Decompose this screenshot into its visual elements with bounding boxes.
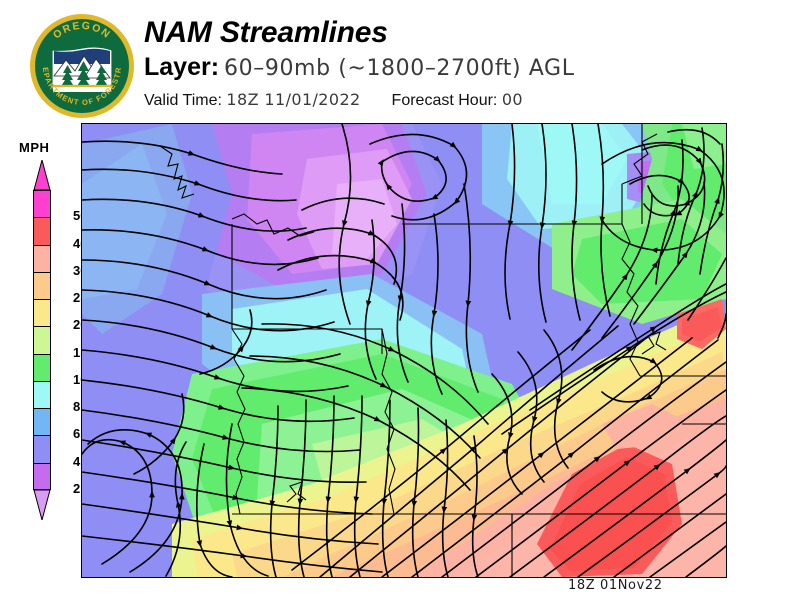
colorbar-segment xyxy=(33,462,51,490)
colorbar-units-label: MPH xyxy=(19,140,50,155)
colorbar-top-arrow xyxy=(33,158,51,191)
forecast-hour-label: Forecast Hour: xyxy=(391,92,498,109)
colorbar-segment xyxy=(33,271,51,300)
streamline-map[interactable] xyxy=(81,123,727,578)
colorbar-segment xyxy=(33,190,51,218)
colorbar-segment xyxy=(33,353,51,381)
colorbar-segment xyxy=(33,435,51,463)
colorbar-segment xyxy=(33,408,51,436)
colorbar-segment xyxy=(33,244,51,272)
forecast-hour-value: 00 xyxy=(501,90,523,109)
streamlines xyxy=(82,124,726,577)
valid-time-label: Valid Time: xyxy=(144,92,222,109)
oregon-department-of-forestry-logo: OREGON DEPARTMENT OF FORESTRY xyxy=(25,5,136,120)
layer-value: 60–90mb (~1800–2700ft) AGL xyxy=(224,56,575,81)
colorbar-scale: 504030252015108642 xyxy=(33,158,87,522)
map-svg xyxy=(82,124,726,577)
map-content xyxy=(82,124,726,577)
logo-svg: OREGON DEPARTMENT OF FORESTRY xyxy=(25,5,134,118)
colorbar-segment xyxy=(33,217,51,245)
layer-label: Layer: xyxy=(144,53,220,81)
map-timestamp: 18Z 01Nov22 xyxy=(568,578,663,593)
colorbar-bottom-arrow xyxy=(33,489,51,522)
layer-line: Layer: 60–90mb (~1800–2700ft) AGL xyxy=(144,52,784,86)
title-block: NAM Streamlines Layer: 60–90mb (~1800–270… xyxy=(144,16,784,112)
colorbar-tick-label: 6 xyxy=(73,426,81,442)
colorbar-tick-label: 2 xyxy=(73,481,81,496)
colorbar-tick-label: 8 xyxy=(73,399,81,415)
header: OREGON DEPARTMENT OF FORESTRY NAM Stream… xyxy=(0,0,800,122)
valid-time-value: 18Z 11/01/2022 xyxy=(226,90,361,109)
colorbar-segment xyxy=(33,299,51,327)
colorbar-segment xyxy=(33,380,51,409)
time-line: Valid Time: 18Z 11/01/2022 Forecast Hour… xyxy=(144,89,784,112)
colorbar-tick-label: 4 xyxy=(73,453,81,469)
colorbar-segment xyxy=(33,326,51,354)
page-title: NAM Streamlines xyxy=(144,16,388,49)
colorbar-legend: MPH 504030252015108642 xyxy=(14,140,87,530)
